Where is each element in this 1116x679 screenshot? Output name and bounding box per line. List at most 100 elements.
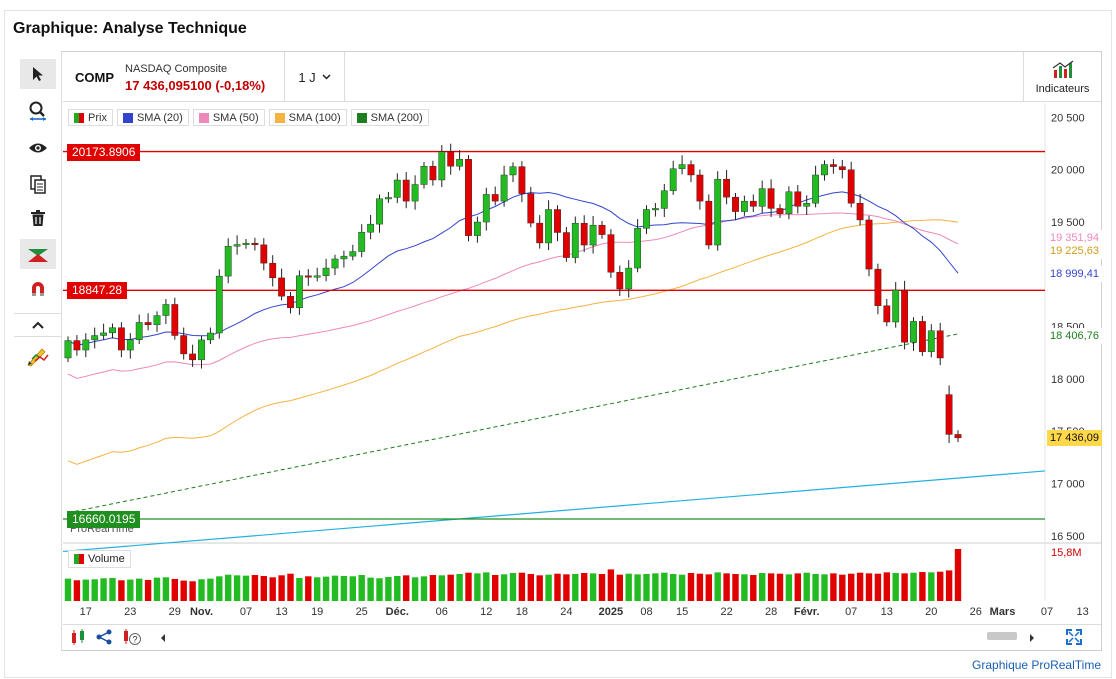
level-tag[interactable]: 18847.28	[67, 282, 128, 300]
candle-body	[233, 244, 241, 247]
zoom-icon[interactable]	[20, 96, 56, 126]
legend-item[interactable]: Prix	[68, 109, 113, 126]
candle-body	[340, 255, 348, 260]
price-tag: 17 436,09	[1047, 429, 1102, 446]
volume-bar	[803, 572, 810, 601]
candle-body	[242, 242, 250, 245]
volume-bar	[518, 572, 526, 601]
eye-icon[interactable]	[20, 133, 56, 163]
candle-body	[171, 304, 179, 336]
footer-link[interactable]: Graphique ProRealTime	[972, 658, 1101, 672]
volume-bar	[429, 575, 437, 601]
volume-bar	[492, 575, 499, 601]
candle-body	[518, 166, 526, 194]
candle-body	[482, 194, 490, 223]
candle-body	[607, 234, 615, 273]
candle-body	[109, 327, 116, 334]
candle-body	[741, 200, 748, 212]
chart-bottom-bar: ?	[63, 624, 1101, 650]
volume-bar	[207, 578, 214, 601]
sma-200-line	[67, 333, 959, 514]
volume-bar	[100, 578, 107, 601]
volume-bar	[189, 581, 196, 601]
copy-icon[interactable]	[20, 169, 56, 199]
volume-bar	[269, 577, 276, 601]
chart-type-icon[interactable]	[69, 628, 87, 646]
volume-bar	[830, 573, 837, 601]
x-tick-label: 07	[845, 606, 857, 618]
sma-100-line	[67, 219, 959, 465]
candle-body	[162, 304, 170, 316]
symbol-selector[interactable]: COMP NASDAQ Composite 17 436,095100 (-0,…	[63, 52, 285, 102]
candle-body	[883, 305, 891, 323]
pattern-icon[interactable]	[20, 239, 56, 269]
volume-bar	[162, 577, 170, 601]
x-tick-label: 19	[311, 606, 323, 618]
volume-bar	[598, 574, 606, 601]
candle-body	[865, 219, 873, 270]
volume-bar	[64, 578, 72, 601]
candle-body	[438, 151, 446, 181]
candle-body	[278, 277, 285, 297]
candle-body	[580, 222, 588, 246]
help-icon[interactable]: ?	[121, 628, 143, 646]
collapse-icon[interactable]	[14, 313, 61, 337]
legend-item[interactable]: SMA (100)	[268, 109, 347, 126]
volume-bar	[848, 573, 855, 601]
legend-swatch	[74, 112, 84, 123]
candle-body	[563, 232, 570, 258]
chart-header: COMP NASDAQ Composite 17 436,095100 (-0,…	[63, 52, 1101, 102]
y-tick-label: 17 000	[1051, 478, 1085, 490]
scroll-right-icon[interactable]	[1028, 633, 1036, 643]
volume-bar	[171, 578, 178, 601]
volume-bar	[928, 572, 935, 601]
candle-body	[474, 221, 481, 236]
volume-bar	[225, 574, 232, 601]
candle-body	[376, 198, 383, 225]
legend-item[interactable]: SMA (200)	[350, 109, 429, 126]
level-tag[interactable]: 20173.8906	[67, 143, 141, 161]
volume-bar	[750, 575, 757, 601]
candle-body	[456, 159, 463, 167]
volume-bar	[296, 577, 303, 601]
volume-bar	[144, 579, 152, 601]
volume-bar	[376, 578, 383, 601]
volume-swatch	[74, 554, 84, 564]
candle-body	[509, 166, 517, 176]
candle-body	[536, 222, 544, 244]
pencil-icon[interactable]	[20, 341, 56, 371]
fullscreen-icon[interactable]	[1065, 628, 1083, 646]
candle-body	[732, 196, 739, 212]
timeframe-selector[interactable]: 1 J	[285, 52, 345, 102]
y-tick-label: 19 500	[1051, 217, 1085, 229]
magnet-icon[interactable]	[20, 274, 56, 304]
scrollbar-thumb[interactable]	[987, 632, 1017, 640]
share-icon[interactable]	[95, 628, 113, 646]
cursor-icon[interactable]	[20, 59, 56, 89]
legend-item[interactable]: SMA (20)	[116, 109, 189, 126]
trash-icon[interactable]	[20, 203, 56, 233]
volume-label: Volume	[88, 553, 125, 565]
legend-item[interactable]: SMA (50)	[192, 109, 265, 126]
price-tag: 19 351,94	[1047, 229, 1102, 246]
volume-bar	[554, 573, 561, 601]
svg-text:?: ?	[132, 635, 137, 645]
volume-bar	[509, 573, 517, 601]
volume-bar	[821, 574, 828, 601]
scroll-left-icon[interactable]	[159, 633, 167, 643]
volume-bar	[127, 579, 134, 601]
indicators-button[interactable]: Indicateurs	[1023, 52, 1101, 102]
candle-body	[545, 209, 552, 244]
candle-body	[910, 321, 917, 343]
level-tag[interactable]: 16660.0195	[67, 511, 141, 529]
chart-legend: Prix SMA (20) SMA (50) SMA (100) SMA (200)	[68, 109, 429, 126]
candle-body	[901, 289, 909, 343]
legend-label: SMA (20)	[136, 111, 183, 124]
candle-body	[153, 315, 161, 325]
volume-bar	[394, 575, 401, 601]
candle-body	[776, 208, 784, 214]
volume-bar	[456, 574, 463, 601]
volume-bar	[572, 574, 579, 601]
volume-bar	[705, 574, 712, 601]
